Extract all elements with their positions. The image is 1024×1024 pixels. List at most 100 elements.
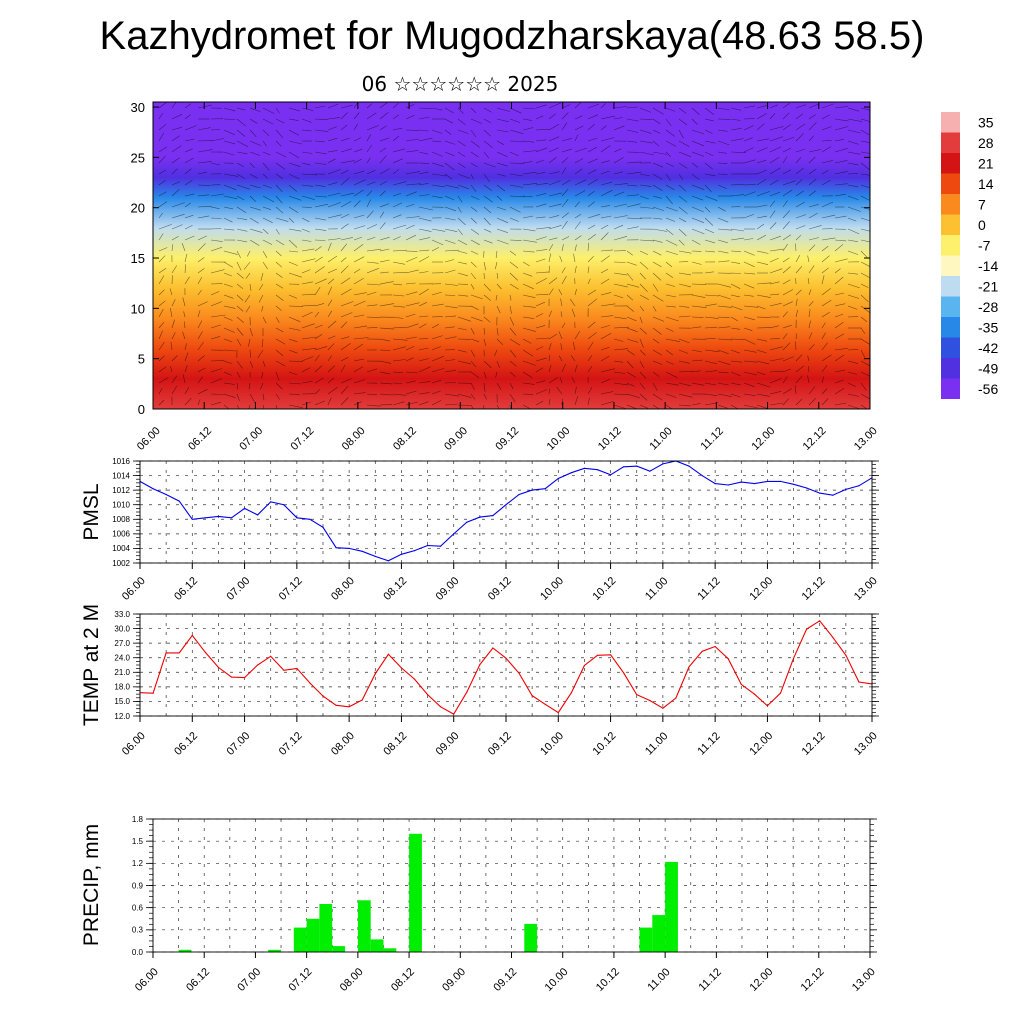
- cross-y-tick-label-6: 30: [131, 100, 145, 115]
- x-tick-label-13: 12.12: [800, 730, 828, 758]
- data-point: [766, 480, 769, 482]
- y-tick-label-0: 12.0: [114, 712, 130, 721]
- y-axis-label: PRECIP, mm: [80, 824, 103, 946]
- data-point: [793, 657, 795, 659]
- precip-bar: [409, 833, 422, 952]
- cross-y-tick-label-1: 5: [138, 352, 145, 367]
- x-tick-label-4: 08.00: [329, 575, 357, 603]
- precip-panel: 0.0 0.3 0.6 0.9 1.2 1.5 1.8 06.00 06.12 07.00 07.1…: [80, 815, 878, 994]
- data-point: [413, 550, 416, 552]
- x-tick-label-12: 12.00: [747, 575, 775, 603]
- data-point: [793, 483, 795, 485]
- data-point: [374, 555, 376, 558]
- series-line: [139, 460, 873, 562]
- cross-x-tick-label-5: 08.12: [391, 425, 419, 453]
- colorbar-label-2: 21: [978, 155, 994, 171]
- colorbar-label-0: 35: [978, 114, 994, 130]
- x-tick-label-3: 07.12: [277, 575, 305, 603]
- data-point: [623, 466, 625, 468]
- colorbar-label-5: 0: [978, 217, 986, 233]
- colorbar-label-9: -28: [978, 299, 998, 315]
- colorbar-label-12: -49: [978, 360, 998, 376]
- cross-x-tick-label-12: 12.00: [749, 425, 777, 453]
- y-tick-label-5: 1.5: [132, 837, 144, 846]
- x-tick-label-1: 06.12: [172, 575, 200, 603]
- data-point: [557, 477, 559, 480]
- data-point: [374, 673, 376, 675]
- data-point: [544, 488, 546, 490]
- data-point: [714, 645, 716, 648]
- colorbar-label-1: 28: [978, 135, 994, 151]
- x-tick-label-6: 09.00: [434, 730, 462, 758]
- minor-ticks: [136, 613, 876, 717]
- precip-bar: [268, 949, 281, 952]
- colorbar-label-11: -42: [978, 340, 998, 356]
- cross-x-tick-label-9: 10.12: [596, 425, 624, 453]
- x-tick-label-5: 08.12: [381, 730, 409, 758]
- data-point: [191, 634, 193, 637]
- grid-lines: [152, 818, 871, 953]
- x-tick-label-11: 11.12: [695, 730, 722, 757]
- x-tick-label-12: 12.00: [747, 730, 775, 758]
- precip-bar: [357, 900, 371, 952]
- x-tick-label-10: 11.00: [643, 730, 670, 757]
- precip-bar: [370, 939, 384, 952]
- data-point: [466, 521, 468, 523]
- data-point: [152, 488, 154, 490]
- data-point: [217, 666, 219, 669]
- data-point: [806, 628, 808, 630]
- y-tick-label-1: 0.3: [132, 926, 144, 935]
- data-point: [544, 703, 546, 705]
- y-tick-label-6: 30.0: [114, 624, 130, 633]
- x-tick-label-2: 07.00: [235, 966, 263, 994]
- y-tick-label-5: 1012: [112, 486, 130, 495]
- data-point: [400, 667, 402, 669]
- x-tick-label-4: 08.00: [338, 966, 366, 994]
- data-point: [296, 517, 298, 519]
- data-point: [845, 488, 847, 490]
- data-point: [387, 653, 389, 655]
- x-tick-label-7: 09.12: [486, 575, 514, 603]
- data-point: [740, 481, 742, 483]
- x-tick-label-1: 06.12: [184, 966, 212, 994]
- y-tick-label-0: 1002: [112, 559, 130, 568]
- y-tick-label-5: 27.0: [114, 639, 130, 648]
- x-tick-label-13: 12.12: [799, 966, 827, 994]
- colorbar: 35 28 21 14 7 0 -7 -14 -21 -28 -35 -42 -49 -56: [941, 112, 998, 399]
- data-point: [649, 470, 651, 472]
- data-point: [779, 480, 782, 482]
- colorbar-scale: [941, 112, 960, 399]
- data-point: [204, 517, 206, 519]
- temp-2m-panel: 12.0 15.0 18.0 21.0 24.0 27.0 30.0 33.0 06.00 06.…: [80, 604, 880, 758]
- data-point: [283, 504, 285, 506]
- x-tick-label-9: 10.12: [594, 966, 622, 994]
- data-point: [244, 677, 246, 679]
- x-tick-label-14: 13.00: [852, 730, 880, 758]
- cross-y-tick-label-4: 20: [131, 201, 145, 216]
- cross-x-tick-label-3: 07.12: [289, 425, 317, 453]
- x-tick-label-0: 06.00: [133, 966, 161, 994]
- x-tick-label-6: 09.00: [434, 575, 462, 603]
- x-tick-label-5: 08.12: [381, 575, 409, 603]
- data-point: [283, 669, 285, 671]
- x-tick-label-10: 11.00: [643, 575, 670, 602]
- cross-y-tick-label-3: 15: [131, 251, 145, 266]
- x-tick-label-10: 11.00: [645, 966, 672, 993]
- colorbar-label-4: 7: [978, 196, 986, 212]
- data-point: [178, 500, 180, 502]
- colorbar-label-3: 14: [978, 176, 994, 192]
- y-tick-label-4: 1.2: [132, 859, 144, 868]
- y-tick-label-6: 1014: [112, 471, 130, 480]
- precip-bar: [524, 923, 538, 952]
- data-point: [505, 504, 507, 506]
- data-point: [427, 544, 429, 547]
- grid-lines: [139, 460, 873, 564]
- data-point: [335, 547, 337, 549]
- y-tick-label-2: 1006: [112, 530, 130, 539]
- y-tick-label-4: 1010: [112, 501, 130, 510]
- pmsl-panel: 1002 1004 1006 1008 1010 1012 1014 1016 06.00 06.…: [80, 457, 880, 603]
- x-tick-label-8: 10.00: [538, 730, 566, 758]
- precip-bar: [652, 915, 666, 952]
- data-point: [714, 483, 716, 485]
- precip-bar: [383, 948, 397, 952]
